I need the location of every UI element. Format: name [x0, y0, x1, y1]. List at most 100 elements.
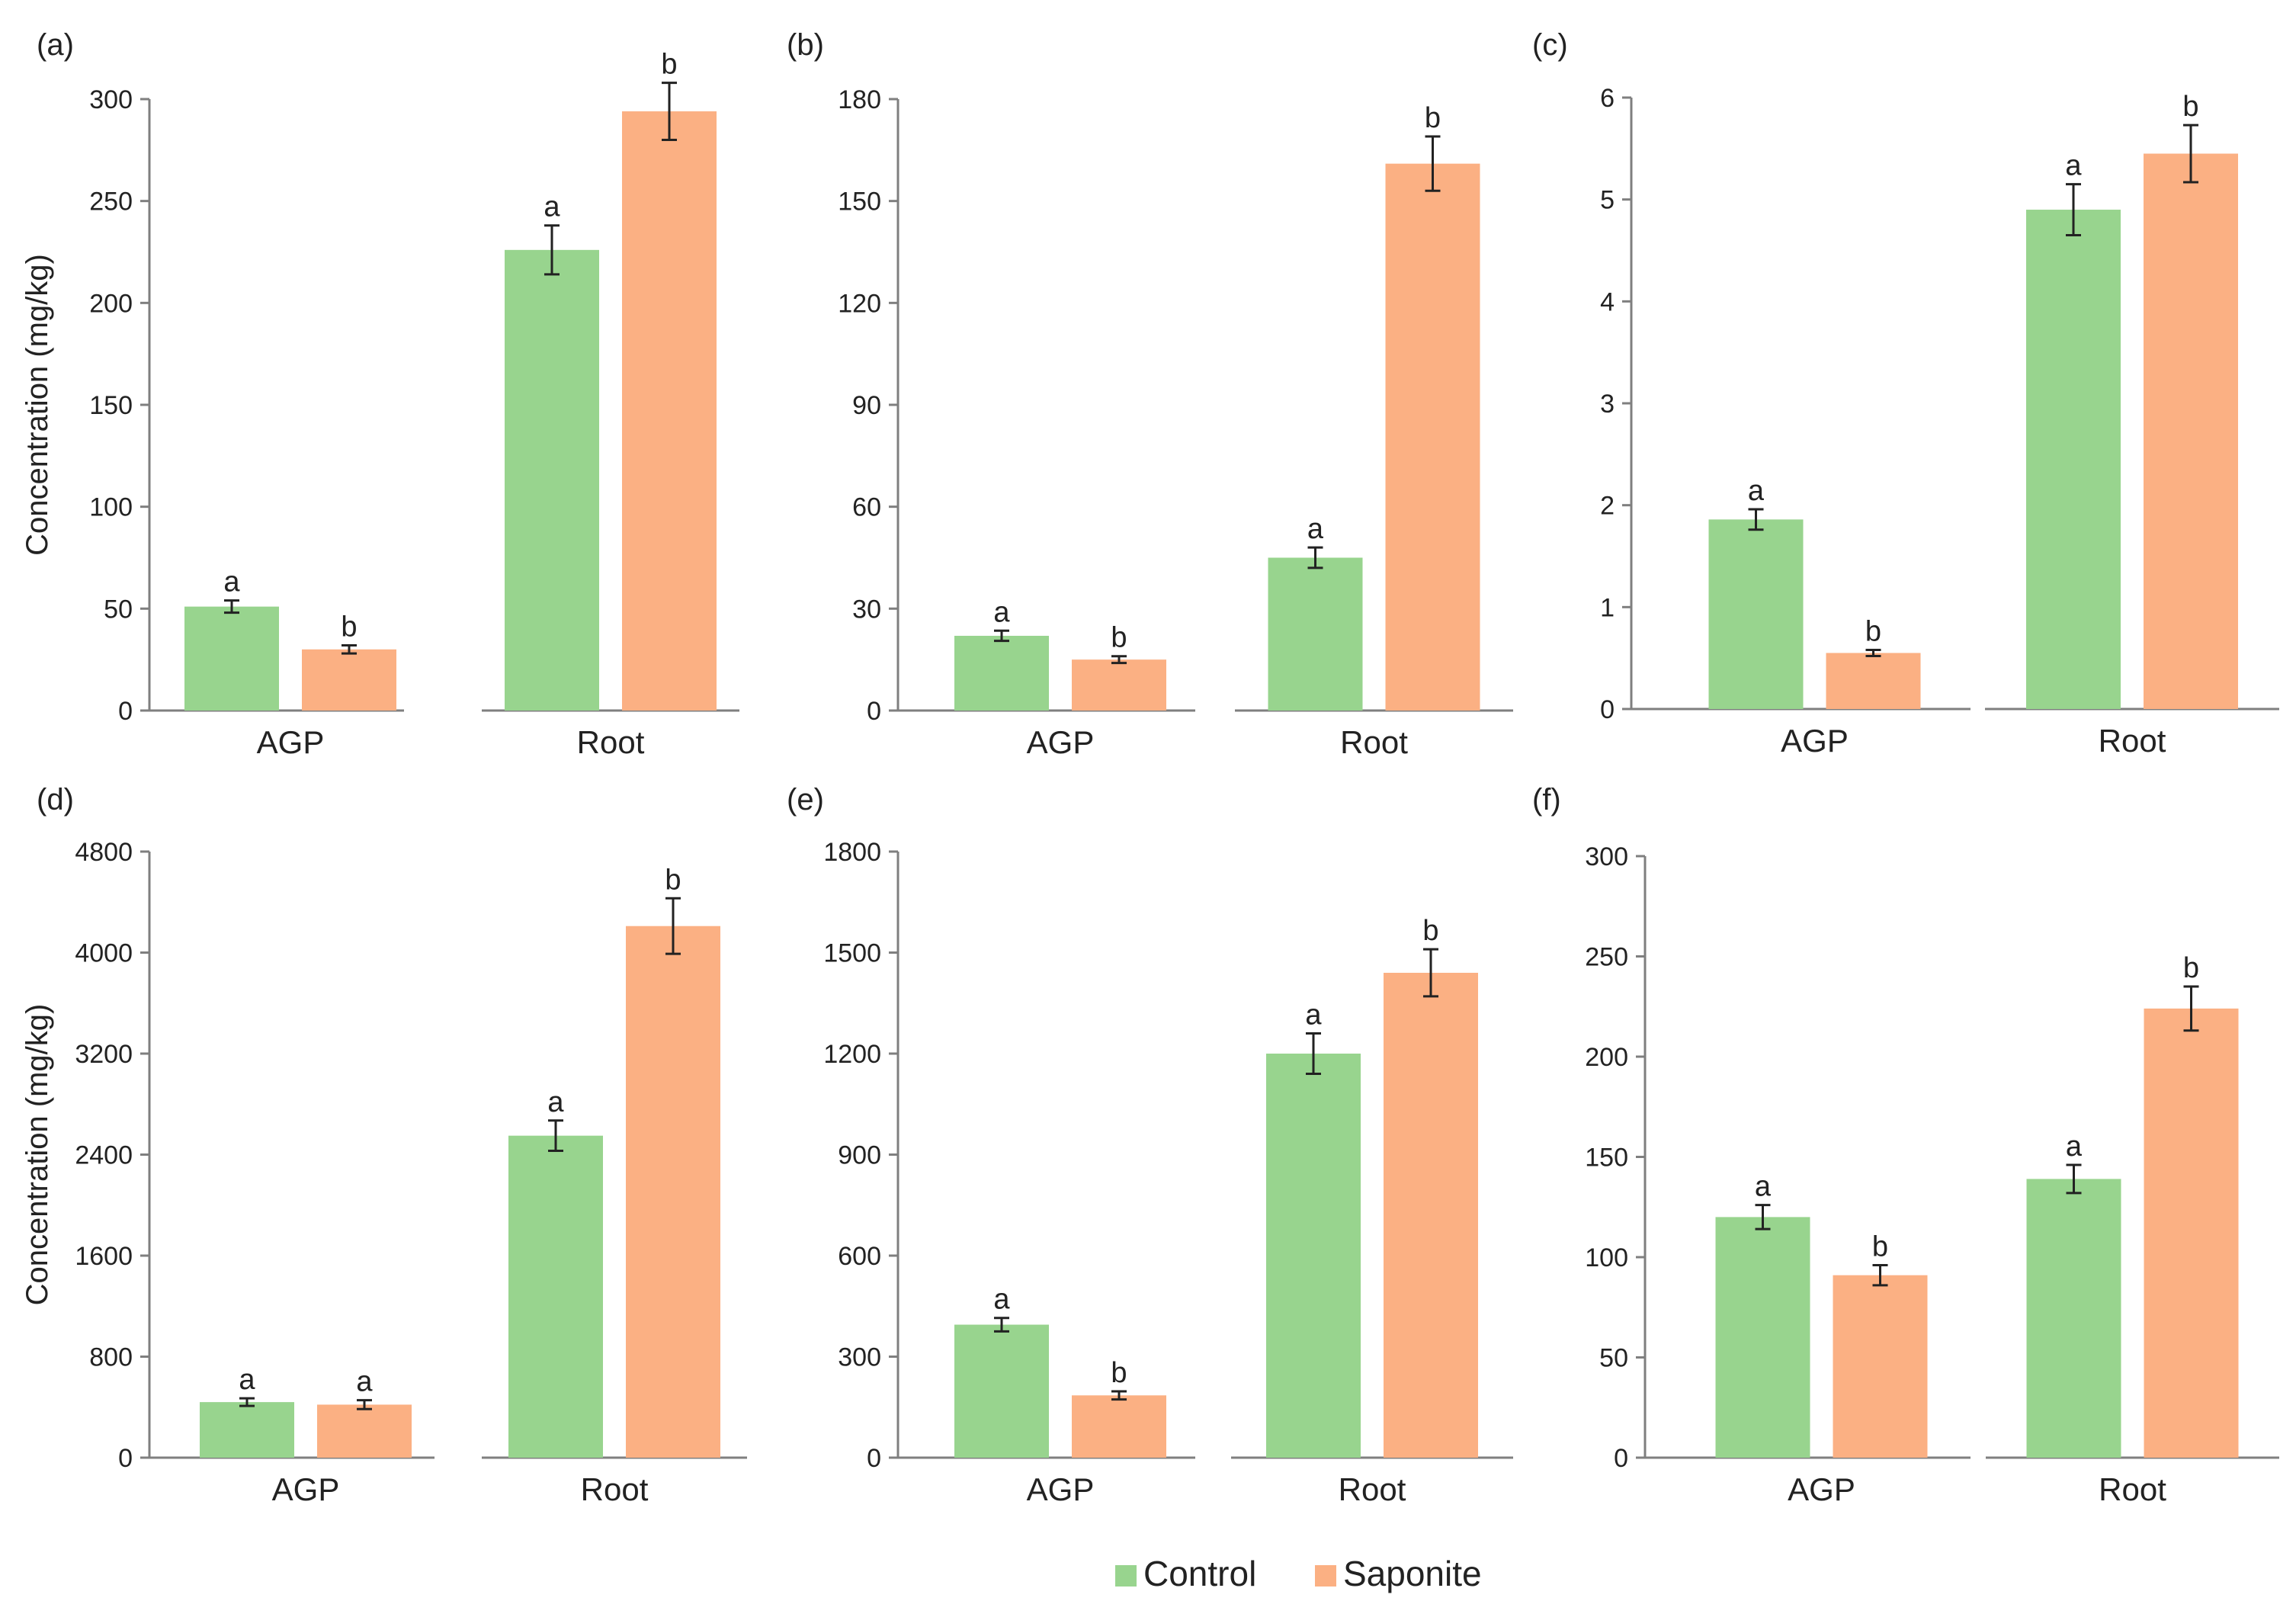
- significance-letter: b: [1111, 622, 1127, 654]
- category-label: AGP: [1027, 1471, 1095, 1507]
- y-tick-label: 50: [104, 595, 133, 624]
- significance-letter: a: [1755, 1171, 1772, 1203]
- y-tick-label: 30: [852, 595, 881, 624]
- y-tick-label: 180: [838, 85, 881, 114]
- panel-2: (b) 0 30 60 90 120 150 180 AGP a b Root a b: [787, 28, 1513, 760]
- panel-label: (e): [787, 783, 824, 817]
- legend-label-control: Control: [1143, 1554, 1256, 1593]
- category-label: AGP: [257, 724, 325, 760]
- bar-saponite: [1072, 1395, 1166, 1458]
- y-tick-label: 0: [1614, 1444, 1628, 1473]
- y-tick-label: 300: [1585, 842, 1628, 871]
- y-tick-label: 1: [1600, 593, 1615, 622]
- bar-saponite: [317, 1404, 412, 1458]
- bar-control: [184, 606, 279, 711]
- y-tick-label: 0: [867, 1444, 881, 1473]
- significance-letter: b: [661, 49, 677, 81]
- y-tick-label: 0: [867, 697, 881, 726]
- bar-control: [1268, 557, 1363, 711]
- significance-letter: a: [2066, 1131, 2083, 1163]
- y-tick-label: 200: [1585, 1043, 1628, 1072]
- bar-control: [1715, 1217, 1810, 1458]
- significance-letter: b: [2183, 952, 2199, 984]
- bar-control: [1708, 519, 1804, 709]
- bar-control: [508, 1135, 603, 1458]
- category-label: AGP: [1027, 724, 1095, 760]
- y-tick-label: 200: [89, 289, 133, 318]
- bar-saponite: [302, 649, 396, 711]
- y-tick-label: 2: [1600, 492, 1615, 521]
- bar-saponite: [1833, 1275, 1928, 1458]
- category-label: Root: [577, 724, 645, 760]
- significance-letter: a: [544, 191, 560, 223]
- significance-letter: b: [1872, 1231, 1888, 1263]
- y-tick-label: 0: [1600, 695, 1615, 724]
- y-tick-label: 4000: [75, 939, 133, 968]
- panel-5: (e) 0 300 600 900 1200 1500 1800 AGP a b Root a b: [787, 783, 1513, 1507]
- y-axis-title: Concentration (mg/kg): [21, 1004, 54, 1306]
- panel-6: (f) 0 50 100 150 200 250 300 AGP a b Root a b: [1532, 783, 2279, 1507]
- y-tick-label: 50: [1599, 1344, 1628, 1373]
- significance-letter: b: [665, 864, 681, 896]
- significance-letter: a: [547, 1086, 564, 1118]
- y-tick-label: 60: [852, 493, 881, 522]
- significance-letter: a: [356, 1366, 373, 1398]
- significance-letter: b: [341, 611, 357, 643]
- bar-control: [2026, 1179, 2121, 1458]
- y-tick-label: 900: [838, 1141, 881, 1170]
- significance-letter: b: [2182, 91, 2198, 123]
- y-tick-label: 100: [1585, 1243, 1628, 1272]
- significance-letter: b: [1865, 615, 1881, 647]
- panel-label: (f): [1532, 783, 1561, 817]
- bar-control: [954, 635, 1049, 711]
- panel-label: (a): [37, 28, 74, 62]
- y-tick-label: 4800: [75, 838, 133, 867]
- bar-saponite: [2144, 1008, 2239, 1458]
- legend: Control Saponite: [1115, 1554, 1482, 1593]
- y-tick-label: 100: [89, 493, 133, 522]
- bar-saponite: [1072, 659, 1166, 711]
- y-tick-label: 1200: [823, 1040, 881, 1069]
- category-label: Root: [1340, 724, 1408, 760]
- y-tick-label: 4: [1600, 287, 1615, 316]
- y-axis-title: Concentration (mg/kg): [21, 254, 54, 556]
- significance-letter: a: [239, 1364, 255, 1396]
- bar-saponite: [1385, 163, 1480, 711]
- bar-control: [954, 1324, 1049, 1458]
- y-tick-label: 0: [118, 697, 133, 726]
- significance-letter: a: [223, 566, 240, 598]
- bar-saponite: [1384, 973, 1478, 1458]
- y-tick-label: 1800: [823, 838, 881, 867]
- y-tick-label: 3: [1600, 390, 1615, 419]
- y-tick-label: 600: [838, 1242, 881, 1271]
- bar-saponite: [2144, 153, 2238, 709]
- y-tick-label: 5: [1600, 186, 1615, 215]
- significance-letter: a: [1307, 513, 1324, 545]
- significance-letter: b: [1111, 1357, 1127, 1389]
- significance-letter: a: [2065, 150, 2082, 182]
- category-label: AGP: [1788, 1471, 1855, 1507]
- bar-control: [505, 249, 599, 711]
- panel-label: (c): [1532, 28, 1568, 62]
- y-tick-label: 150: [838, 188, 881, 217]
- y-tick-label: 250: [89, 188, 133, 217]
- category-label: Root: [2099, 723, 2166, 759]
- bar-control: [200, 1402, 294, 1458]
- y-tick-label: 800: [89, 1343, 133, 1372]
- significance-letter: a: [993, 1284, 1010, 1316]
- y-tick-label: 1600: [75, 1242, 133, 1271]
- significance-letter: a: [1748, 475, 1765, 507]
- y-tick-label: 150: [1585, 1144, 1628, 1173]
- significance-letter: b: [1425, 102, 1441, 134]
- category-label: AGP: [1781, 723, 1849, 759]
- bar-control: [1266, 1054, 1361, 1458]
- legend-swatch-control: [1115, 1565, 1137, 1587]
- significance-letter: a: [1305, 999, 1322, 1031]
- bar-saponite: [622, 111, 717, 711]
- y-tick-label: 2400: [75, 1141, 133, 1170]
- significance-letter: b: [1422, 915, 1438, 947]
- legend-swatch-saponite: [1315, 1565, 1336, 1587]
- panel-label: (d): [37, 783, 74, 817]
- bar-saponite: [626, 926, 720, 1458]
